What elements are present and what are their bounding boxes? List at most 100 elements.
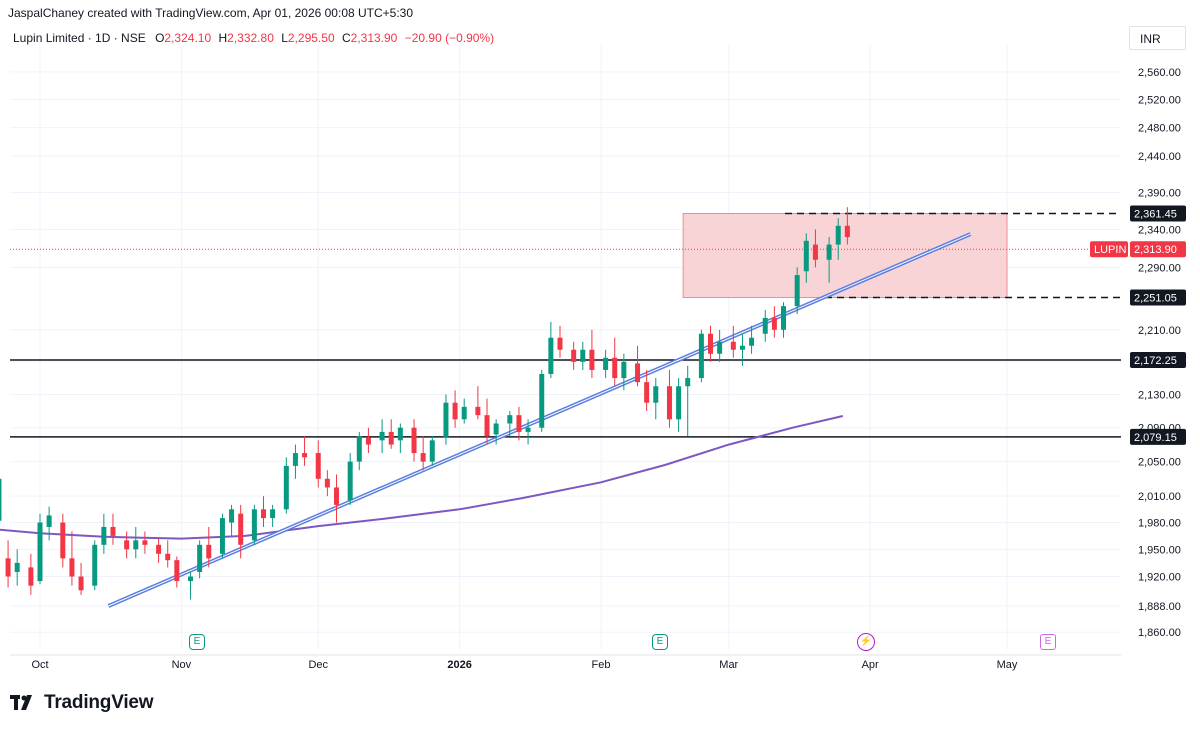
level-price-tag — [1130, 289, 1186, 306]
time-tick-label: Mar — [719, 659, 738, 671]
candle-body — [165, 553, 171, 561]
candle-body — [0, 478, 2, 521]
candle-body — [698, 333, 704, 379]
price-tick-label: 2,050.00 — [1138, 457, 1181, 469]
candle-body — [397, 427, 403, 441]
candles-layer — [0, 207, 850, 600]
candle-body — [219, 518, 225, 554]
candle-body — [507, 415, 513, 424]
price-labels: 2,361.45 2,251.05 2,172.25 2,079.15 LUPIN 2,3… — [1090, 205, 1186, 445]
author-line: JaspalChaney created with TradingView.co… — [8, 6, 414, 20]
candle-body — [156, 544, 162, 554]
candle-body — [101, 526, 107, 545]
candle-body — [443, 402, 449, 438]
levels-layer — [10, 212, 1121, 438]
candle-body — [812, 244, 818, 260]
price-tick-label: 2,290.00 — [1138, 262, 1181, 274]
candle-body — [110, 526, 116, 536]
brand-name: TradingView — [44, 692, 154, 713]
candle-body — [14, 562, 20, 572]
candle-body — [644, 382, 650, 403]
symbol-legend: Lupin Limited · 1D · NSE O2,324.10 H2,33… — [13, 31, 498, 45]
price-tick-label: 1,888.00 — [1138, 601, 1181, 613]
candle-body — [539, 373, 545, 428]
candle-body — [261, 509, 267, 519]
close-label: C — [341, 31, 351, 45]
candle-body — [347, 461, 353, 501]
candle-body — [379, 431, 385, 441]
candle-body — [780, 306, 786, 330]
close-value: 2,313.90 — [350, 31, 398, 45]
time-tick-label: Apr — [862, 659, 879, 671]
candle-body — [333, 487, 339, 505]
currency-selector[interactable]: INR — [1129, 26, 1186, 50]
candle-body — [548, 337, 554, 374]
candle-body — [251, 509, 257, 541]
candle-body — [525, 427, 531, 432]
candle-body — [685, 378, 691, 387]
candle-body — [739, 345, 745, 350]
time-tick-label: Feb — [592, 659, 611, 671]
level-price-tag — [1130, 352, 1186, 368]
candle-body — [5, 558, 11, 577]
future-earnings-icon[interactable]: E — [1040, 634, 1056, 650]
price-tick-label: 1,950.00 — [1138, 544, 1181, 556]
candle-body — [794, 275, 800, 307]
candle-body — [37, 522, 43, 582]
candle-body — [762, 317, 768, 334]
candle-body — [188, 576, 194, 582]
high-label: H — [218, 31, 228, 45]
earnings-event-icon[interactable]: E — [652, 634, 668, 650]
level-price-label: 2,361.45 — [1134, 209, 1177, 221]
price-axis: 2,560.00 2,520.00 2,480.00 2,440.00 2,390.00… — [1138, 67, 1181, 639]
level-price-tag — [1130, 205, 1186, 222]
candle-body — [730, 341, 736, 350]
price-tick-label: 2,210.00 — [1138, 325, 1181, 337]
candle-body — [238, 513, 244, 545]
tradingview-logo[interactable]: TradingView — [10, 692, 154, 714]
candle-body — [771, 317, 777, 330]
candle-body — [589, 349, 595, 370]
candle-body — [580, 349, 586, 362]
earnings-event-icon[interactable]: E — [189, 634, 205, 650]
low-value: 2,295.50 — [287, 31, 335, 45]
lightning-icon[interactable]: ⚡ — [857, 633, 875, 651]
candle-body — [142, 540, 148, 545]
candle-body — [452, 402, 458, 420]
symbol-title[interactable]: Lupin Limited · 1D · NSE — [13, 31, 146, 45]
moving-average-layer — [0, 415, 844, 540]
tradingview-logo-icon — [10, 695, 32, 710]
candle-body — [708, 333, 714, 354]
candle-body — [666, 386, 672, 420]
ticker-label: LUPIN — [1094, 244, 1126, 256]
candle-body — [475, 406, 481, 416]
candle-body — [635, 363, 641, 383]
candle-body — [571, 349, 577, 362]
price-tick-label: 2,520.00 — [1138, 95, 1181, 107]
high-value: 2,332.80 — [227, 31, 274, 45]
candle-body — [46, 515, 52, 527]
candle-body — [653, 386, 659, 403]
price-tick-label: 2,560.00 — [1138, 67, 1181, 79]
candle-body — [461, 406, 467, 420]
candle-body — [557, 337, 563, 350]
moving-average-line — [0, 415, 844, 540]
change-value: −20.90 (−0.90%) — [404, 31, 495, 45]
time-tick-label: Oct — [31, 659, 48, 671]
candle-body — [420, 453, 426, 462]
candle-body — [283, 465, 289, 510]
candle-body — [174, 560, 180, 582]
candle-body — [206, 544, 212, 559]
candle-body — [229, 509, 235, 523]
candle-body — [411, 427, 417, 454]
candle-body — [270, 509, 276, 519]
candle-body — [133, 540, 139, 550]
candle-body — [315, 453, 321, 479]
low-label: L — [281, 31, 288, 45]
last-price-tag — [1130, 241, 1186, 258]
candle-body — [324, 478, 330, 488]
open-value: 2,324.10 — [164, 31, 212, 45]
candle-body — [621, 361, 627, 379]
candle-body — [717, 341, 723, 354]
